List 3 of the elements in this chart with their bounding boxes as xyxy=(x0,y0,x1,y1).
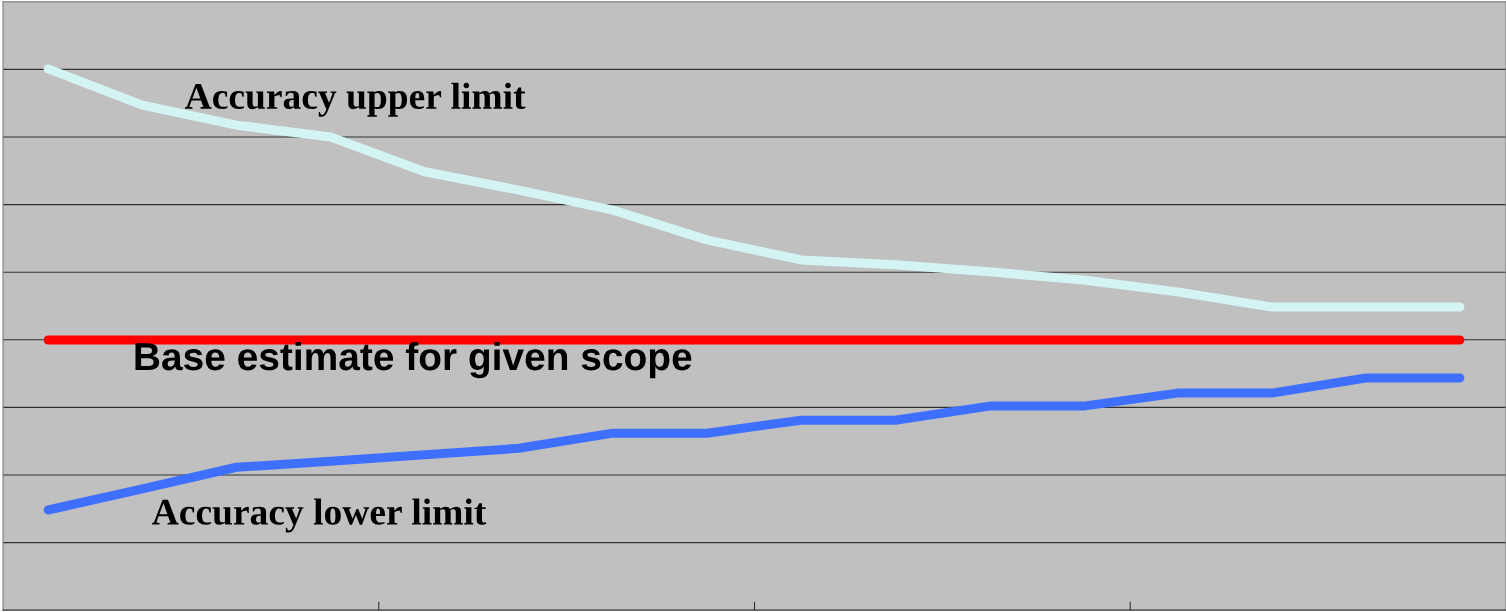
series-label: Base estimate for given scope xyxy=(135,341,692,379)
series-label: Accuracy lower limit xyxy=(152,498,487,533)
series-label: Accuracy upper limit xyxy=(185,82,526,117)
